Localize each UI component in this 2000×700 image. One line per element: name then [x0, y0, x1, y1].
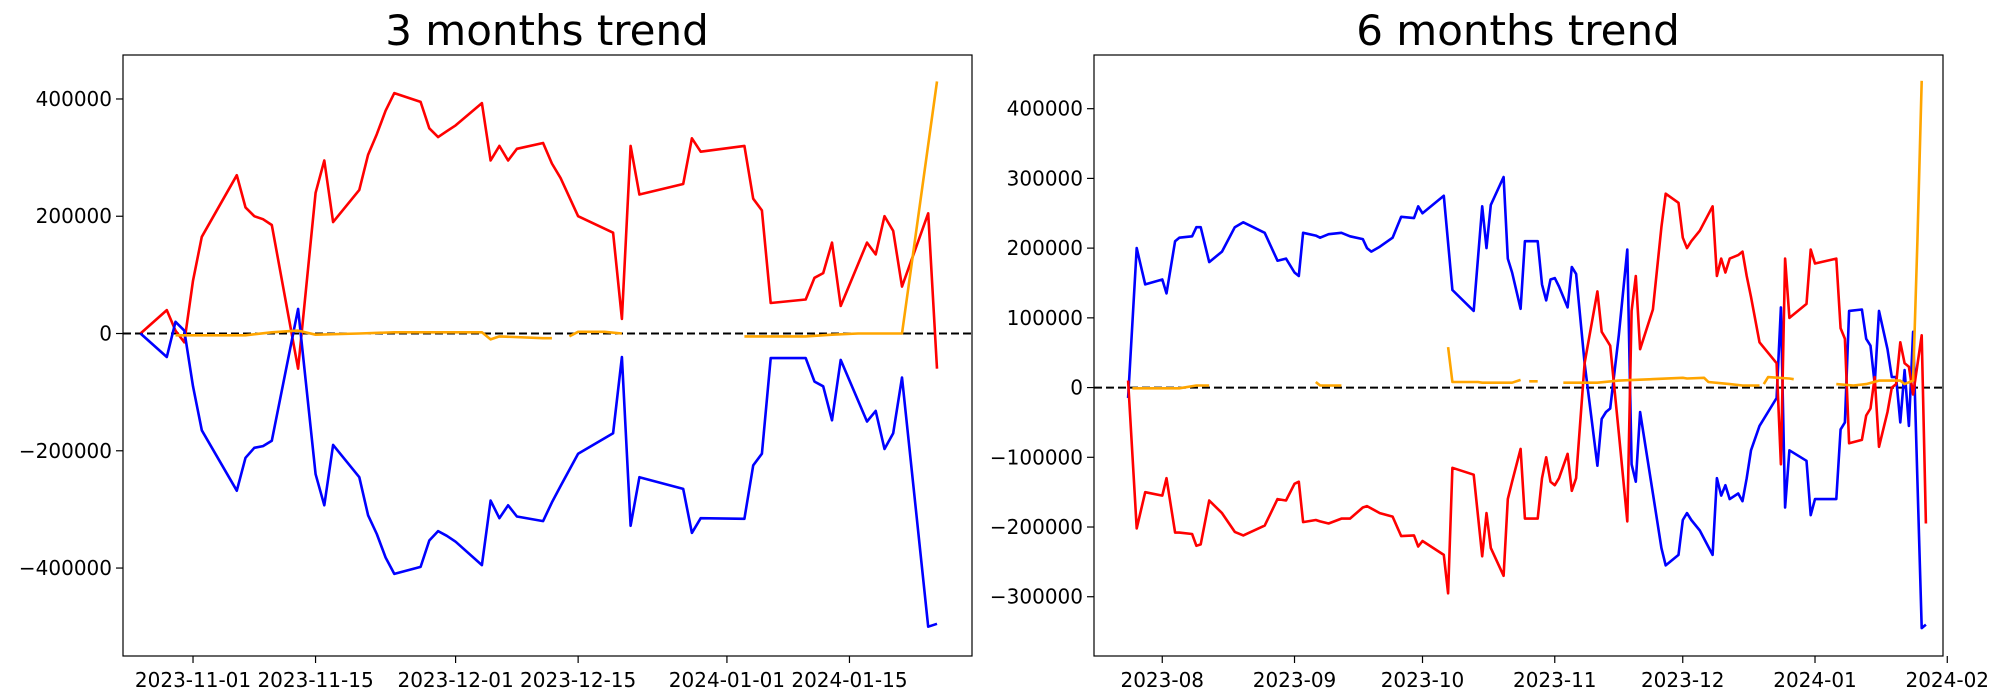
x-tick-label: 2023-08 — [1120, 668, 1204, 692]
series-line-2 — [1132, 80, 1923, 390]
y-tick-label: 400000 — [1007, 97, 1083, 121]
chart-3-months: 3 months trend −400000 −200000 0 200000 4000… — [19, 6, 973, 692]
x-tick-label: 2024-01-15 — [791, 668, 907, 692]
y-tick-label: −200000 — [19, 439, 112, 463]
y-tick-label: 400000 — [36, 87, 112, 111]
axes-frame — [122, 54, 973, 657]
chart-6-months: 6 months trend −300000 −200000 −100000 0 100… — [990, 6, 1989, 692]
x-tick-label: 2024-01-01 — [669, 668, 785, 692]
chart-title: 6 months trend — [1356, 6, 1680, 55]
y-tick-label: 200000 — [1007, 236, 1083, 260]
x-tick-label: 2023-09 — [1253, 668, 1337, 692]
y-tick-label: −200000 — [990, 515, 1083, 539]
y-tick-label: 0 — [1070, 376, 1083, 400]
y-tick-label: −300000 — [990, 585, 1083, 609]
x-tick-label: 2024-02 — [1905, 668, 1989, 692]
y-tick-label: −400000 — [19, 556, 112, 580]
x-tick-label: 2023-11 — [1513, 668, 1597, 692]
series-line-1 — [1126, 192, 1928, 595]
chart-title: 3 months trend — [385, 6, 709, 55]
x-tick-label: 2023-10 — [1381, 668, 1465, 692]
x-tick-label: 2023-12-15 — [520, 668, 636, 692]
plot-area — [123, 81, 972, 628]
y-tick-label: 0 — [99, 322, 112, 346]
series-line-2 — [175, 81, 939, 341]
y-tick-label: 100000 — [1007, 306, 1083, 330]
series-line-1 — [139, 307, 938, 628]
x-tick-label: 2023-12 — [1641, 668, 1725, 692]
axes-frame — [1093, 54, 1944, 657]
x-tick-label: 2023-11-01 — [135, 668, 251, 692]
series-line-0 — [139, 91, 939, 370]
x-tick-label: 2024-01 — [1773, 668, 1857, 692]
x-tick-label: 2023-11-15 — [257, 668, 373, 692]
y-tick-label: 300000 — [1007, 166, 1083, 190]
y-tick-label: −100000 — [990, 445, 1083, 469]
y-tick-label: 200000 — [36, 204, 112, 228]
x-tick-label: 2023-12-01 — [397, 668, 513, 692]
plot-area — [1094, 80, 1943, 630]
series-line-0 — [1126, 175, 1927, 630]
